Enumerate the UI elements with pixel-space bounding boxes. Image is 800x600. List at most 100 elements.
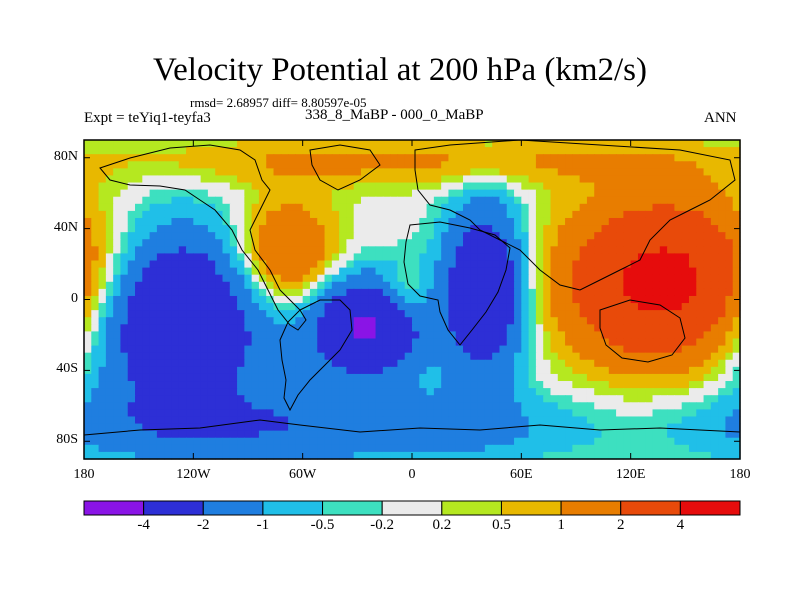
heatmap-cell [295,217,304,226]
heatmap-cell [696,239,705,247]
heatmap-cell [382,373,391,382]
heatmap-cell [251,444,260,453]
heatmap-cell [521,373,530,382]
heatmap-cell [688,331,697,340]
heatmap-cell [601,437,610,446]
heatmap-cell [149,366,158,375]
heatmap-cell [105,388,114,396]
heatmap-cell [207,373,216,382]
heatmap-cell [528,409,537,418]
heatmap-cell [674,161,683,169]
heatmap-cell [178,281,187,290]
heatmap-cell [368,154,377,162]
heatmap-cell [237,324,245,332]
heatmap-cell [710,437,719,446]
heatmap-cell [688,437,697,446]
heatmap-cell [273,182,282,191]
heatmap-cell [113,225,122,233]
heatmap-cell [302,203,311,212]
heatmap-cell [492,225,501,233]
heatmap-cell [382,217,391,226]
heatmap-cell [186,402,194,410]
heatmap-cell [455,281,464,290]
heatmap-cell [193,161,202,169]
heatmap-cell [601,225,610,233]
heatmap-cell [477,345,486,354]
heatmap-cell [645,373,654,382]
heatmap-cell [113,359,122,368]
heatmap-cell [528,225,537,233]
heatmap-cell [514,225,522,233]
heatmap-cell [674,338,683,347]
heatmap-cell [630,373,639,382]
heatmap-cell [127,388,136,396]
heatmap-cell [630,274,639,283]
heatmap-cell [630,409,639,418]
heatmap-cell [455,416,464,425]
heatmap-cell [535,196,544,205]
heatmap-cell [463,451,471,460]
heatmap-cell [171,366,180,375]
heatmap-cell [412,232,420,240]
heatmap-cell [696,331,705,340]
heatmap-cell [98,239,107,247]
heatmap-cell [258,359,267,368]
heatmap-cell [171,225,180,233]
heatmap-cell [586,388,595,396]
heatmap-cell [295,147,304,155]
heatmap-cell [113,232,122,240]
heatmap-cell [244,381,253,389]
heatmap-cell [164,395,173,403]
heatmap-cell [353,281,362,290]
heatmap-cell [200,402,209,410]
heatmap-cell [601,359,610,368]
heatmap-cell [688,395,697,403]
heatmap-cell [463,175,471,184]
heatmap-cell [586,140,595,148]
heatmap-cell [91,359,100,368]
heatmap-cell [696,409,705,418]
heatmap-cell [164,239,173,247]
heatmap-cell [229,154,238,162]
heatmap-cell [135,409,143,418]
heatmap-cell [572,288,581,297]
heatmap-cell [193,388,202,396]
heatmap-cell [463,444,471,453]
heatmap-cell [237,303,245,311]
heatmap-cell [441,437,450,446]
heatmap-cell [667,239,675,247]
heatmap-cell [550,310,559,318]
heatmap-cell [200,217,209,226]
heatmap-cell [630,338,639,347]
heatmap-cell [681,225,690,233]
heatmap-cell [339,246,347,255]
heatmap-cell [207,182,216,191]
heatmap-cell [645,168,654,177]
heatmap-cell [288,274,296,283]
coastline-greenland [309,144,381,191]
heatmap-cell [288,409,296,418]
heatmap-cell [397,225,406,233]
heatmap-cell [273,239,282,247]
heatmap-cell [674,154,683,162]
heatmap-cell [448,140,457,148]
heatmap-cell [353,295,362,304]
heatmap-cell [645,423,654,432]
heatmap-cell [404,381,413,389]
heatmap-cell [251,267,260,276]
heatmap-cell [309,239,318,247]
heatmap-cell [710,395,719,403]
heatmap-cell [215,402,224,410]
heatmap-cell [244,423,253,432]
heatmap-cell [492,366,501,375]
heatmap-cell [514,295,522,304]
heatmap-cell [601,310,610,318]
heatmap-cell [164,366,173,375]
heatmap-cell [309,395,318,403]
heatmap-cell [703,338,712,347]
heatmap-cell [295,239,304,247]
heatmap-cell [113,253,122,262]
heatmap-cell [470,260,479,269]
heatmap-cell [98,295,107,304]
heatmap-cell [630,154,639,162]
